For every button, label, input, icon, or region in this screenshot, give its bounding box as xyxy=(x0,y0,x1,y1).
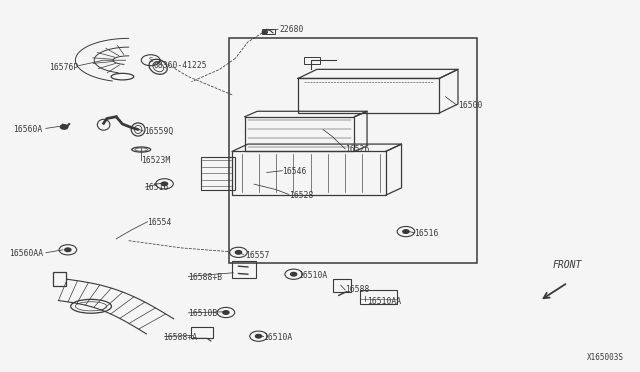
Text: 16500: 16500 xyxy=(458,101,483,110)
Circle shape xyxy=(403,230,409,233)
Text: 08360-41225: 08360-41225 xyxy=(154,61,207,70)
Circle shape xyxy=(291,272,297,276)
Text: 16546: 16546 xyxy=(282,167,307,176)
Circle shape xyxy=(65,248,71,251)
Bar xyxy=(201,157,236,190)
Text: 16576P: 16576P xyxy=(49,63,79,72)
Text: 16588+A: 16588+A xyxy=(163,333,197,342)
Bar xyxy=(305,57,320,64)
Bar xyxy=(298,78,439,113)
Text: 16510A: 16510A xyxy=(264,333,293,342)
Text: 16588+B: 16588+B xyxy=(188,273,223,282)
Bar xyxy=(191,327,213,339)
Text: 16523M: 16523M xyxy=(141,156,170,165)
Text: 16510B: 16510B xyxy=(188,309,218,318)
Bar xyxy=(54,272,66,286)
Bar xyxy=(229,38,477,263)
Bar xyxy=(232,151,386,195)
Text: 16510A: 16510A xyxy=(298,271,327,280)
Circle shape xyxy=(161,182,168,186)
Text: 16559Q: 16559Q xyxy=(145,127,173,136)
Bar xyxy=(262,29,275,34)
Text: 16560A: 16560A xyxy=(13,125,43,134)
Circle shape xyxy=(223,311,229,314)
Text: 16516: 16516 xyxy=(414,229,438,238)
Circle shape xyxy=(255,334,262,338)
Text: 16528: 16528 xyxy=(289,190,313,200)
Text: X165003S: X165003S xyxy=(587,353,624,362)
Circle shape xyxy=(236,251,241,254)
Bar xyxy=(333,279,351,292)
Text: 16526: 16526 xyxy=(345,145,369,154)
Bar xyxy=(244,117,355,151)
Text: 16560AA: 16560AA xyxy=(9,249,43,258)
Text: 16557: 16557 xyxy=(244,251,269,260)
Text: 16516: 16516 xyxy=(145,183,169,192)
Circle shape xyxy=(60,125,68,129)
Text: 16588: 16588 xyxy=(345,285,369,294)
Text: FRONT: FRONT xyxy=(553,260,582,270)
Bar xyxy=(360,290,397,304)
Text: 16554: 16554 xyxy=(148,218,172,227)
Circle shape xyxy=(262,31,268,33)
Bar xyxy=(232,261,256,278)
Text: 22680: 22680 xyxy=(279,25,303,34)
Text: S: S xyxy=(148,57,153,63)
Text: 16510AA: 16510AA xyxy=(367,297,401,306)
